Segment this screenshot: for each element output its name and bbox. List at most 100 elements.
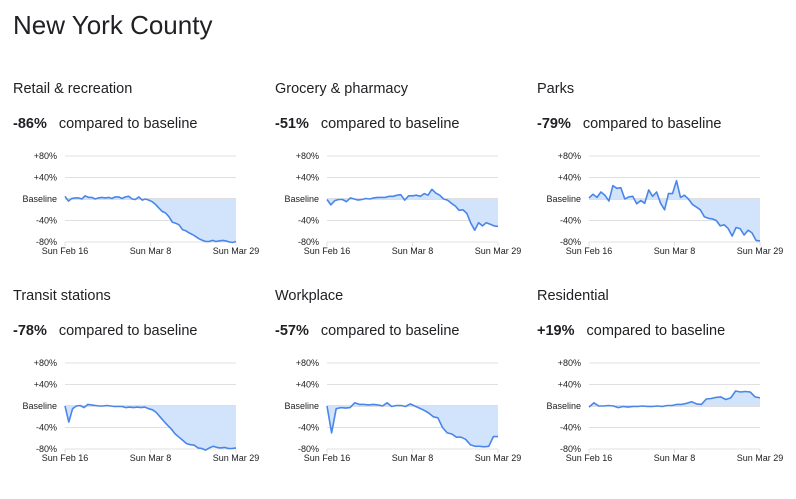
y-tick-label: -40% bbox=[560, 216, 581, 226]
data-point bbox=[215, 240, 217, 242]
data-point bbox=[407, 195, 409, 197]
data-point bbox=[603, 405, 605, 407]
chart-residential: +80% +40% Baseline -40% -80%Sun Feb 16 Sun Ma… bbox=[546, 358, 783, 463]
data-point bbox=[87, 196, 89, 198]
data-point bbox=[593, 402, 595, 404]
data-point bbox=[141, 199, 143, 201]
x-tick-label: Sun Feb 16 bbox=[304, 453, 351, 463]
data-point bbox=[739, 391, 741, 393]
data-point bbox=[759, 397, 761, 399]
data-point bbox=[481, 225, 483, 227]
y-tick-label: -80% bbox=[298, 237, 319, 247]
data-point bbox=[334, 199, 336, 201]
data-point bbox=[144, 406, 146, 408]
y-tick-label: -80% bbox=[36, 237, 57, 247]
series-area bbox=[65, 404, 236, 451]
chart-retail-recreation: +80% +40% Baseline -40% -80%Sun Feb 16 Sun Ma… bbox=[22, 151, 259, 256]
data-point bbox=[483, 446, 485, 448]
data-point bbox=[656, 405, 658, 407]
data-point bbox=[91, 196, 93, 198]
data-point bbox=[632, 405, 634, 407]
data-point bbox=[671, 192, 673, 194]
data-point bbox=[460, 436, 462, 438]
data-point bbox=[178, 436, 180, 438]
data-point bbox=[182, 439, 184, 441]
data-point bbox=[326, 198, 328, 200]
data-point bbox=[357, 199, 359, 201]
data-point bbox=[109, 405, 111, 407]
panel-title: Parks bbox=[537, 81, 575, 97]
series-area bbox=[589, 391, 760, 408]
data-point bbox=[723, 224, 725, 226]
data-point bbox=[147, 408, 149, 410]
page-title: New York County bbox=[13, 10, 213, 40]
data-point bbox=[720, 396, 722, 398]
series-line bbox=[588, 390, 761, 409]
y-tick-label: -40% bbox=[298, 216, 319, 226]
data-point bbox=[185, 230, 187, 232]
data-point bbox=[725, 398, 727, 400]
x-tick-label: Sun Mar 8 bbox=[654, 453, 696, 463]
data-point bbox=[485, 222, 487, 224]
data-point bbox=[699, 209, 701, 211]
data-point bbox=[223, 446, 225, 448]
data-point bbox=[474, 229, 476, 231]
data-point bbox=[369, 198, 371, 200]
data-point bbox=[446, 199, 448, 201]
data-point bbox=[71, 408, 73, 410]
data-point bbox=[469, 444, 471, 446]
data-point bbox=[454, 205, 456, 207]
data-point bbox=[189, 444, 191, 446]
y-tick-label: -80% bbox=[298, 444, 319, 454]
data-point bbox=[414, 405, 416, 407]
y-tick-label: -40% bbox=[298, 423, 319, 433]
data-point bbox=[667, 192, 669, 194]
data-point bbox=[439, 194, 441, 196]
x-tick-label: Sun Mar 29 bbox=[737, 246, 784, 256]
data-point bbox=[113, 405, 115, 407]
data-point bbox=[193, 444, 195, 446]
data-point bbox=[84, 195, 86, 197]
data-point bbox=[400, 404, 402, 406]
x-tick-label: Sun Feb 16 bbox=[42, 453, 89, 463]
data-point bbox=[441, 426, 443, 428]
data-point bbox=[220, 447, 222, 449]
data-point bbox=[106, 404, 108, 406]
data-point bbox=[710, 397, 712, 399]
stat-row: -79% compared to baseline bbox=[537, 116, 722, 132]
data-point bbox=[661, 405, 663, 407]
data-point bbox=[739, 227, 741, 229]
data-point bbox=[747, 229, 749, 231]
data-point bbox=[121, 197, 123, 199]
data-point bbox=[686, 402, 688, 404]
data-point bbox=[349, 197, 351, 199]
data-point bbox=[423, 192, 425, 194]
data-point bbox=[596, 196, 598, 198]
compare-text: compared to baseline bbox=[586, 323, 726, 339]
data-point bbox=[396, 194, 398, 196]
panel-title: Residential bbox=[537, 288, 609, 304]
data-point bbox=[94, 198, 96, 200]
data-point bbox=[432, 416, 434, 418]
data-point bbox=[358, 403, 360, 405]
compare-text: compared to baseline bbox=[320, 116, 460, 132]
data-point bbox=[715, 219, 717, 221]
y-tick-label: -40% bbox=[36, 423, 57, 433]
data-point bbox=[344, 407, 346, 409]
data-point bbox=[691, 203, 693, 205]
series-area bbox=[327, 189, 498, 231]
stat-row: -51% compared to baseline bbox=[275, 116, 460, 132]
data-point bbox=[208, 447, 210, 449]
change-value: +19% bbox=[537, 323, 575, 339]
data-point bbox=[598, 405, 600, 407]
data-point bbox=[592, 193, 594, 195]
data-point bbox=[168, 216, 170, 218]
data-point bbox=[743, 234, 745, 236]
data-point bbox=[404, 199, 406, 201]
data-point bbox=[330, 204, 332, 206]
series-line bbox=[326, 402, 498, 448]
x-tick-label: Sun Mar 29 bbox=[475, 246, 522, 256]
data-point bbox=[666, 404, 668, 406]
panel-transit-stations: Transit stations -78% compared to baseline… bbox=[13, 288, 263, 488]
data-point bbox=[754, 396, 756, 398]
